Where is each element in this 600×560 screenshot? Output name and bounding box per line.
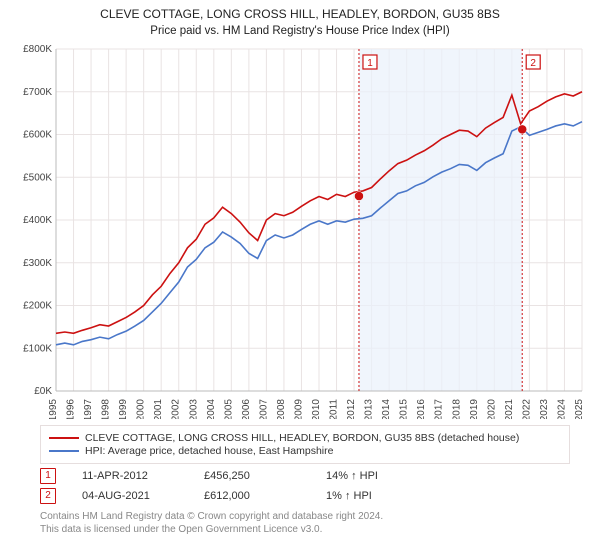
chart-title: CLEVE COTTAGE, LONG CROSS HILL, HEADLEY,…: [0, 0, 600, 39]
svg-text:£100K: £100K: [23, 343, 52, 354]
legend-row: HPI: Average price, detached house, East…: [49, 445, 561, 457]
svg-text:2003: 2003: [188, 398, 199, 418]
svg-text:2025: 2025: [574, 398, 585, 418]
sale-date: 04-AUG-2021: [82, 490, 178, 502]
svg-text:1998: 1998: [101, 398, 112, 418]
svg-text:2002: 2002: [171, 398, 182, 418]
svg-text:2019: 2019: [469, 398, 480, 418]
svg-text:£800K: £800K: [23, 45, 52, 55]
svg-text:2023: 2023: [539, 398, 550, 418]
legend-swatch: [49, 450, 79, 452]
chart: £0K £100K £200K £300K £400K £500K £600K £700K £8…: [14, 45, 586, 419]
sale-date: 11-APR-2012: [82, 470, 178, 482]
chart-svg: £0K £100K £200K £300K £400K £500K £600K £700K £8…: [14, 45, 586, 419]
sale-price: £612,000: [204, 490, 300, 502]
legend-swatch: [49, 437, 79, 439]
footer: Contains HM Land Registry data © Crown c…: [40, 510, 570, 537]
sales-table: 1 11-APR-2012 £456,250 14% ↑ HPI 2 04-AUG-202…: [40, 468, 570, 504]
sale-marker: 2: [40, 488, 56, 504]
legend-label: HPI: Average price, detached house, East…: [85, 445, 333, 457]
footer-line-2: This data is licensed under the Open Gov…: [40, 523, 570, 537]
title-line-1: CLEVE COTTAGE, LONG CROSS HILL, HEADLEY,…: [0, 6, 600, 23]
svg-text:2014: 2014: [381, 398, 392, 418]
footer-line-1: Contains HM Land Registry data © Crown c…: [40, 510, 570, 524]
svg-text:2007: 2007: [258, 398, 269, 418]
svg-text:£500K: £500K: [23, 172, 52, 183]
legend-label: CLEVE COTTAGE, LONG CROSS HILL, HEADLEY,…: [85, 432, 519, 444]
svg-text:2008: 2008: [276, 398, 287, 418]
svg-text:£200K: £200K: [23, 300, 52, 311]
svg-text:2005: 2005: [223, 398, 234, 418]
svg-text:2006: 2006: [241, 398, 252, 418]
sale-delta: 14% ↑ HPI: [326, 470, 422, 482]
svg-text:2011: 2011: [329, 398, 340, 418]
svg-text:2021: 2021: [504, 398, 515, 418]
svg-text:1996: 1996: [66, 398, 77, 418]
svg-text:2012: 2012: [346, 398, 357, 418]
svg-text:2009: 2009: [293, 398, 304, 418]
svg-text:2020: 2020: [486, 398, 497, 418]
legend-row: CLEVE COTTAGE, LONG CROSS HILL, HEADLEY,…: [49, 432, 561, 444]
title-line-2: Price paid vs. HM Land Registry's House …: [0, 23, 600, 39]
svg-text:£0K: £0K: [34, 386, 52, 397]
svg-text:£700K: £700K: [23, 87, 52, 98]
svg-text:2000: 2000: [136, 398, 147, 418]
sale-marker: 1: [40, 468, 56, 484]
sale-price: £456,250: [204, 470, 300, 482]
svg-text:2015: 2015: [399, 398, 410, 418]
svg-text:2018: 2018: [451, 398, 462, 418]
svg-text:2013: 2013: [364, 398, 375, 418]
sale-row: 1 11-APR-2012 £456,250 14% ↑ HPI: [40, 468, 570, 484]
svg-text:1999: 1999: [118, 398, 129, 418]
svg-text:2010: 2010: [311, 398, 322, 418]
legend: CLEVE COTTAGE, LONG CROSS HILL, HEADLEY,…: [40, 425, 570, 464]
svg-text:£600K: £600K: [23, 129, 52, 140]
svg-text:2024: 2024: [556, 398, 567, 418]
sale-delta: 1% ↑ HPI: [326, 490, 422, 502]
svg-text:1: 1: [367, 58, 373, 69]
sale-row: 2 04-AUG-2021 £612,000 1% ↑ HPI: [40, 488, 570, 504]
svg-text:2: 2: [530, 58, 536, 69]
svg-text:2022: 2022: [521, 398, 532, 418]
svg-text:2016: 2016: [416, 398, 427, 418]
svg-text:2004: 2004: [206, 398, 217, 418]
svg-text:2001: 2001: [153, 398, 164, 418]
svg-text:1997: 1997: [83, 398, 94, 418]
svg-text:£300K: £300K: [23, 258, 52, 269]
svg-text:1995: 1995: [48, 398, 59, 418]
svg-text:£400K: £400K: [23, 215, 52, 226]
svg-text:2017: 2017: [434, 398, 445, 418]
